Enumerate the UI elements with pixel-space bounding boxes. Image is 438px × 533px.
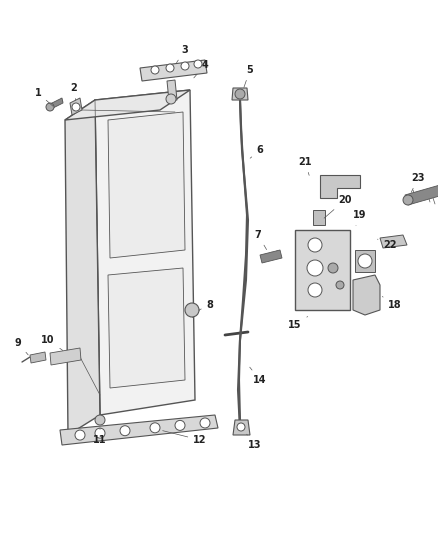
Circle shape	[194, 60, 202, 68]
Polygon shape	[30, 352, 46, 363]
Text: 20: 20	[324, 195, 352, 218]
Circle shape	[75, 430, 85, 440]
Circle shape	[185, 303, 199, 317]
Polygon shape	[65, 100, 100, 435]
Polygon shape	[355, 250, 375, 272]
Polygon shape	[405, 185, 438, 205]
Polygon shape	[233, 420, 250, 435]
Text: 14: 14	[250, 367, 267, 385]
Text: 6: 6	[250, 145, 263, 158]
Text: 3: 3	[177, 45, 188, 63]
Circle shape	[308, 238, 322, 252]
Text: 22: 22	[378, 239, 397, 250]
Circle shape	[95, 428, 105, 438]
Circle shape	[308, 283, 322, 297]
Polygon shape	[380, 235, 407, 248]
Circle shape	[237, 423, 245, 431]
Text: 18: 18	[382, 296, 402, 310]
Circle shape	[166, 94, 176, 104]
Polygon shape	[140, 60, 207, 81]
Text: 8: 8	[199, 300, 213, 310]
Polygon shape	[108, 268, 185, 388]
Circle shape	[181, 62, 189, 70]
Circle shape	[358, 254, 372, 268]
Circle shape	[120, 426, 130, 435]
Circle shape	[200, 418, 210, 428]
Circle shape	[235, 89, 245, 99]
Text: 1: 1	[35, 88, 53, 106]
Polygon shape	[295, 230, 350, 310]
Polygon shape	[65, 90, 190, 120]
Polygon shape	[60, 415, 218, 445]
Circle shape	[151, 66, 159, 74]
Polygon shape	[50, 348, 81, 365]
Circle shape	[403, 195, 413, 205]
Polygon shape	[313, 210, 325, 225]
Polygon shape	[353, 275, 380, 315]
Text: 2: 2	[71, 83, 78, 100]
Polygon shape	[260, 250, 282, 263]
Text: 5: 5	[244, 65, 253, 87]
Polygon shape	[108, 112, 185, 258]
Polygon shape	[95, 90, 195, 415]
Text: 11: 11	[93, 428, 107, 445]
Text: 19: 19	[353, 210, 367, 225]
Text: 15: 15	[288, 317, 307, 330]
Text: SC: SC	[318, 269, 327, 275]
Circle shape	[307, 260, 323, 276]
Circle shape	[166, 64, 174, 72]
Circle shape	[328, 263, 338, 273]
Polygon shape	[167, 80, 177, 101]
Text: 12: 12	[162, 431, 207, 445]
Text: 21: 21	[298, 157, 312, 175]
Polygon shape	[320, 175, 360, 198]
Text: 4: 4	[194, 60, 208, 78]
Polygon shape	[48, 98, 63, 110]
Polygon shape	[232, 88, 248, 100]
Circle shape	[336, 281, 344, 289]
Text: 9: 9	[14, 338, 28, 355]
Circle shape	[175, 421, 185, 430]
Circle shape	[72, 103, 80, 111]
Text: 7: 7	[254, 230, 267, 249]
Circle shape	[46, 103, 54, 111]
Polygon shape	[70, 98, 82, 115]
Text: 10: 10	[41, 335, 63, 350]
Text: 23: 23	[411, 173, 425, 192]
Circle shape	[150, 423, 160, 433]
Text: 13: 13	[247, 434, 262, 450]
Circle shape	[95, 415, 105, 425]
